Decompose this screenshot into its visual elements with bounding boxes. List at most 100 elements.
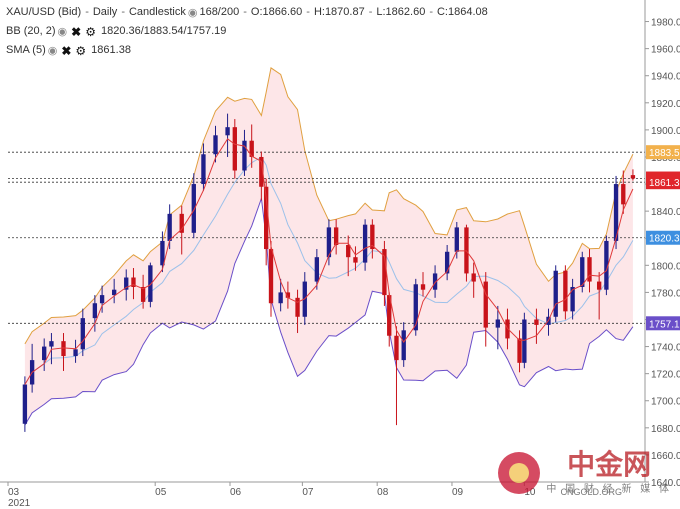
candle-body[interactable] [522,319,527,363]
y-axis-tick-label: 1960.0 [651,45,680,56]
high-value: H:1870.87 [313,6,365,18]
close-icon[interactable]: ✖ [61,43,72,58]
candle-body[interactable] [73,349,78,357]
price-tag-label: 1861.3 [649,178,680,189]
candle-body[interactable] [420,284,426,290]
candle-body[interactable] [232,127,237,171]
candle-body[interactable] [454,227,459,252]
y-axis-tick-label: 1640.0 [651,478,680,489]
candle-body[interactable] [92,303,98,319]
candle-body[interactable] [401,330,406,361]
price-tag [646,145,680,160]
bb-middle-line [24,156,634,385]
candle-body[interactable] [621,184,626,205]
candle-body[interactable] [160,240,165,266]
candle-body[interactable] [587,257,592,282]
candle-body[interactable] [61,341,66,357]
candle-body[interactable] [22,384,28,424]
candle-body[interactable] [413,284,418,331]
eye-icon[interactable]: ◉ [187,6,198,19]
candle-body[interactable] [346,245,351,258]
interval-label[interactable]: Daily [92,6,118,18]
separator: - [306,6,310,18]
candle-body[interactable] [167,213,172,241]
candle-body[interactable] [534,319,539,325]
candle-body[interactable] [353,257,358,263]
candle-body[interactable] [249,140,254,157]
candle-body[interactable] [124,277,129,290]
candle-body[interactable] [278,292,283,304]
chart-kind-label[interactable]: Candlestick [128,6,186,18]
price-tag [646,175,680,190]
candle-body[interactable] [259,156,264,187]
eye-icon[interactable]: ◉ [47,44,58,57]
candle-body[interactable] [179,213,184,233]
chart-legend: XAU/USD (Bid) - Daily - Candlestick ◉ 16… [6,3,488,60]
watermark-slogan: 中 国 财 经 新 媒 体 [546,484,672,495]
candle-body[interactable] [131,277,136,287]
candle-body[interactable] [382,249,387,296]
candle-body[interactable] [225,127,230,136]
candle-body[interactable] [148,265,153,302]
candle-body[interactable] [191,184,196,233]
candle-body[interactable] [387,295,392,336]
price-tag-label: 1883.5 [649,148,680,159]
eye-icon[interactable]: ◉ [57,25,68,38]
sma-label[interactable]: SMA (5) [6,44,46,56]
candle-body[interactable] [570,286,575,312]
price-tag [646,230,680,245]
candle-body[interactable] [314,257,320,282]
candle-body[interactable] [140,286,146,302]
sma-value: 1861.38 [91,44,131,56]
close-icon[interactable]: ✖ [71,24,82,39]
candle-body[interactable] [613,184,619,241]
bb-label[interactable]: BB (20, 2) [6,25,56,37]
separator: - [85,6,89,18]
candle-body[interactable] [42,346,47,361]
price-tag-label: 1820.3 [649,234,680,245]
low-value: L:1862.60 [376,6,426,18]
candle-body[interactable] [604,240,609,290]
y-axis-tick-label: 1980.0 [651,18,680,29]
candle-body[interactable] [201,154,206,185]
gear-icon[interactable]: ⚙ [75,43,87,58]
candle-body[interactable] [242,140,247,171]
candle-body[interactable] [483,281,488,328]
open-value: O:1866.60 [250,6,303,18]
symbol-label[interactable]: XAU/USD (Bid) [6,6,82,18]
candle-body[interactable] [394,335,399,361]
x-axis-tick-label: 06 [230,487,242,498]
y-axis-tick-label: 1720.0 [651,370,680,381]
candle-body[interactable] [295,297,300,317]
candle-body[interactable] [432,273,438,290]
candle-body[interactable] [285,292,291,298]
candle-body[interactable] [333,227,339,245]
candle-body[interactable] [268,249,274,304]
candle-body[interactable] [471,273,476,282]
candle-body[interactable] [80,318,85,350]
watermark-url: CNGOLD.ORG [560,487,622,497]
candle-body[interactable] [596,281,602,290]
candle-body[interactable] [563,270,568,312]
candle-body[interactable] [326,227,332,258]
candle-body[interactable] [111,289,117,296]
candle-body[interactable] [362,224,368,263]
legend-row-bb: BB (20, 2) ◉ ✖ ⚙ 1820.36/1883.54/1757.19 [6,22,488,41]
gear-icon[interactable]: ⚙ [85,24,96,39]
separator: - [243,6,247,18]
candle-body[interactable] [99,295,105,304]
candle-body[interactable] [495,319,500,328]
candle-body[interactable] [264,186,269,250]
legend-row-sma: SMA (5) ◉ ✖ ⚙ 1861.38 [6,41,488,60]
candle-body[interactable] [517,338,522,363]
candle-body[interactable] [553,270,558,317]
candle-body[interactable] [630,175,636,179]
candle-body[interactable] [49,341,54,347]
candle-body[interactable] [444,251,450,274]
candle-body[interactable] [580,257,585,287]
candle-body[interactable] [213,135,218,155]
candle-body[interactable] [370,224,375,250]
x-axis-tick-label: 03 [8,487,20,498]
price-tag-label: 1757.1 [649,319,680,330]
